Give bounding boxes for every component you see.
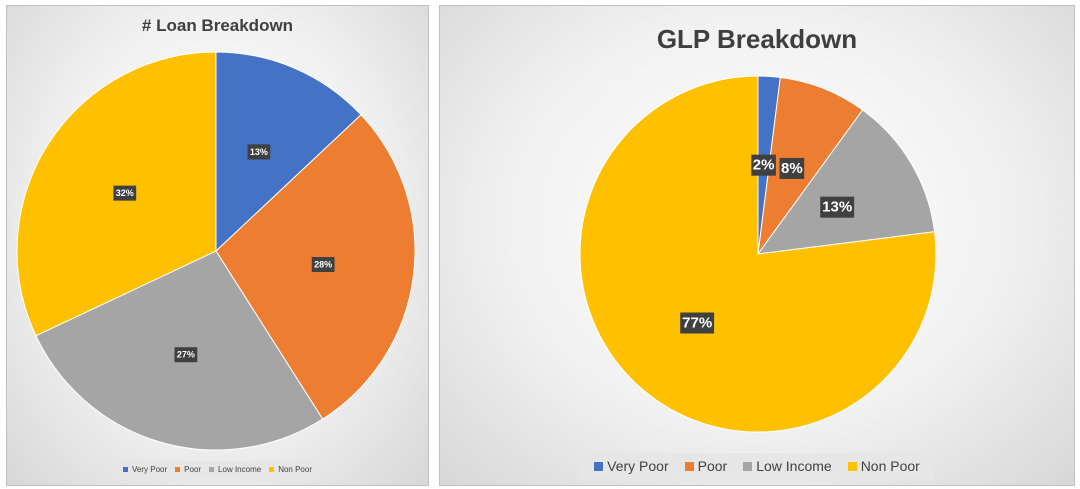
data-label-box (779, 157, 805, 179)
data-label-group: 13% (247, 144, 271, 160)
data-label-group: 8% (779, 157, 805, 179)
data-label-group: 77% (680, 312, 715, 334)
loan-breakdown-chart: # Loan Breakdown 13% 28% 27% 32% Very Poor … (6, 5, 429, 486)
data-label-box (680, 312, 715, 334)
legend-item-non-poor: Non Poor (847, 458, 920, 474)
data-label-box (311, 257, 335, 273)
data-label: 28% (314, 260, 332, 270)
data-label-box (247, 144, 271, 160)
data-label-group: 32% (113, 185, 137, 201)
loan-pie-svg: 13% 28% 27% 32% (16, 51, 416, 451)
data-label-box (820, 196, 855, 218)
legend-swatch (269, 467, 275, 472)
data-label: 13% (250, 147, 268, 157)
legend-swatch (684, 461, 694, 471)
legend: Very Poor Poor Low Income Non Poor (440, 453, 1074, 479)
data-label: 2% (753, 157, 775, 174)
chart-title: # Loan Breakdown (141, 16, 294, 35)
legend-item-poor: Poor (175, 465, 201, 474)
pie-slice-poor (757, 76, 864, 255)
legend-swatch (209, 467, 215, 472)
data-label: 13% (822, 199, 852, 216)
data-label: 32% (116, 188, 134, 198)
data-label-group: 27% (174, 347, 198, 363)
data-label-box (174, 347, 198, 363)
legend-item-low-income: Low Income (209, 465, 261, 474)
legend-swatch (123, 467, 128, 472)
pie-slice-low-income (756, 109, 936, 255)
glp-pie-svg: 2% 8% 13% 77% (579, 75, 937, 433)
data-label-group: 28% (311, 257, 335, 273)
legend-item-very-poor: Very Poor (123, 465, 167, 474)
data-label: 27% (177, 350, 195, 360)
data-label: 77% (682, 315, 712, 332)
glp-breakdown-chart: GLP Breakdown 2% 8% 13% 77% Very Poor Poor … (439, 5, 1075, 486)
legend-swatch (743, 461, 753, 471)
chart-title: GLP Breakdown (656, 24, 858, 54)
data-label-box (751, 154, 776, 176)
legend-swatch (594, 461, 604, 471)
pie-slice-non-poor (579, 75, 937, 433)
pie-slice-very-poor (215, 51, 362, 253)
legend-item-non-poor: Non Poor (269, 465, 312, 474)
data-label-group: 2% (751, 154, 776, 176)
data-label-group: 13% (820, 196, 855, 218)
legend-item-poor: Poor (684, 458, 727, 474)
legend-item-low-income: Low Income (743, 458, 832, 474)
data-label: 8% (781, 160, 803, 177)
legend-item-very-poor: Very Poor (594, 458, 669, 474)
legend-swatch (847, 461, 857, 471)
data-label-box (113, 185, 137, 201)
legend: Very Poor Poor Low Income Non Poor (7, 461, 428, 478)
legend-swatch (175, 467, 181, 472)
